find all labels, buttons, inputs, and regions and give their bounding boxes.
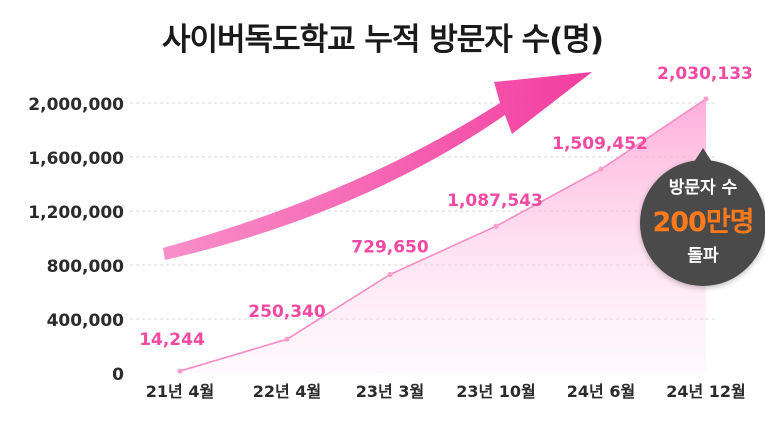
data-point [177, 368, 183, 374]
data-label: 729,650 [351, 237, 429, 257]
x-tick-label: 24년 12월 [666, 382, 746, 401]
data-point [284, 336, 290, 342]
badge-line-2: 200만명 [652, 207, 754, 238]
y-tick-label: 0 [112, 365, 124, 385]
y-tick-label: 1,600,000 [28, 149, 124, 169]
data-label: 2,030,133 [657, 64, 753, 84]
x-tick-label: 21년 4월 [146, 382, 214, 401]
growth-arrow [163, 72, 592, 260]
y-tick-label: 400,000 [47, 311, 125, 331]
badge-line-3: 돌파 [687, 246, 719, 266]
data-label: 1,509,452 [552, 134, 648, 154]
chart-title: 사이버독도학교 누적 방문자 수(명) [162, 22, 604, 58]
y-tick-label: 800,000 [47, 257, 125, 277]
data-point [703, 96, 709, 102]
badge-line-1: 방문자 수 [668, 178, 738, 198]
x-tick-label: 23년 3월 [356, 382, 424, 401]
data-label: 1,087,543 [447, 191, 543, 211]
series-line [179, 98, 707, 372]
y-tick-label: 2,000,000 [28, 95, 124, 115]
x-tick-label: 23년 10월 [456, 382, 536, 401]
data-point [493, 223, 499, 229]
x-tick-label: 24년 6월 [567, 382, 635, 401]
data-point [598, 166, 604, 172]
y-tick-label: 1,200,000 [28, 203, 124, 223]
data-point [387, 271, 393, 278]
series-area [180, 98, 706, 374]
milestone-badge: 방문자 수 200만명 돌파 [640, 148, 765, 286]
data-label: 250,340 [248, 302, 326, 322]
data-label: 14,244 [139, 330, 205, 350]
x-tick-label: 22년 4월 [253, 382, 321, 401]
